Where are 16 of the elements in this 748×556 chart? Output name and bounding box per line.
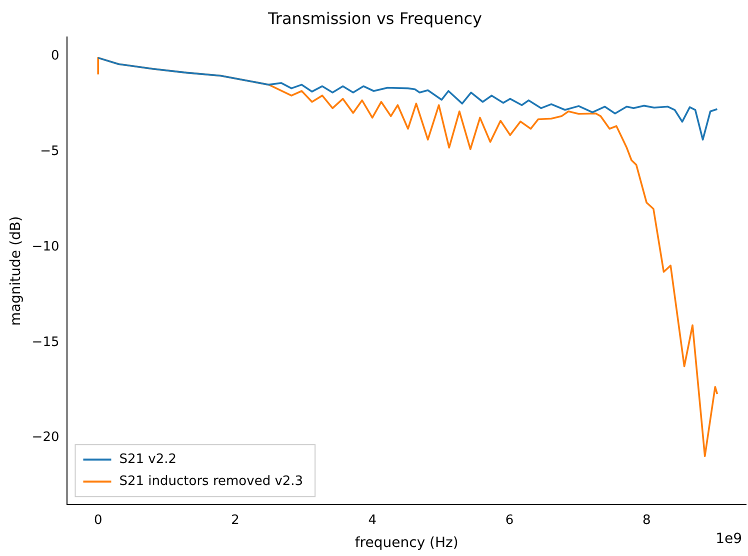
x-axis-title: frequency (Hz)	[354, 535, 458, 552]
chart-title: Transmission vs Frequency	[267, 8, 482, 28]
x-tick-label: 4	[368, 512, 376, 528]
x-tick-label: 6	[505, 512, 514, 528]
y-tick-label: −10	[32, 239, 60, 254]
y-tick-label: 0	[50, 48, 60, 64]
y-tick-label: −15	[32, 334, 60, 350]
x-tick-label: 0	[94, 512, 102, 528]
x-tick-label: 2	[231, 512, 240, 528]
text: 1e9	[716, 531, 742, 548]
legend-label: S21 inductors removed v2.3	[119, 474, 304, 489]
y-tick-label: −5	[40, 144, 60, 160]
x-tick-label: 8	[642, 512, 651, 528]
y-axis-title: magnitude (dB)	[8, 216, 24, 326]
y-tick-label: −20	[32, 430, 60, 446]
legend-label: S21 v2.2	[119, 452, 177, 467]
